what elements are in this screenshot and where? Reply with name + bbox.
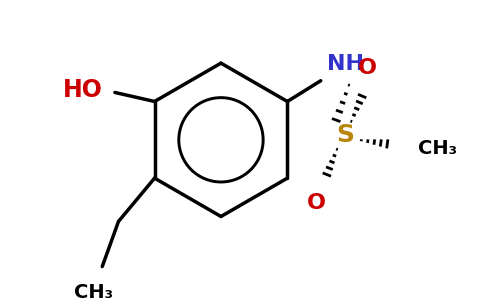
Text: S: S <box>336 123 354 147</box>
Text: NH: NH <box>327 54 364 74</box>
Text: CH₃: CH₃ <box>418 139 456 158</box>
Text: O: O <box>307 193 326 213</box>
Text: HO: HO <box>63 78 103 102</box>
Text: O: O <box>358 58 377 78</box>
Text: CH₃: CH₃ <box>74 283 113 300</box>
